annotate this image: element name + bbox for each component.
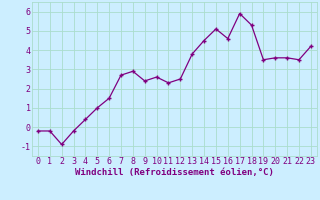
X-axis label: Windchill (Refroidissement éolien,°C): Windchill (Refroidissement éolien,°C)	[75, 168, 274, 177]
